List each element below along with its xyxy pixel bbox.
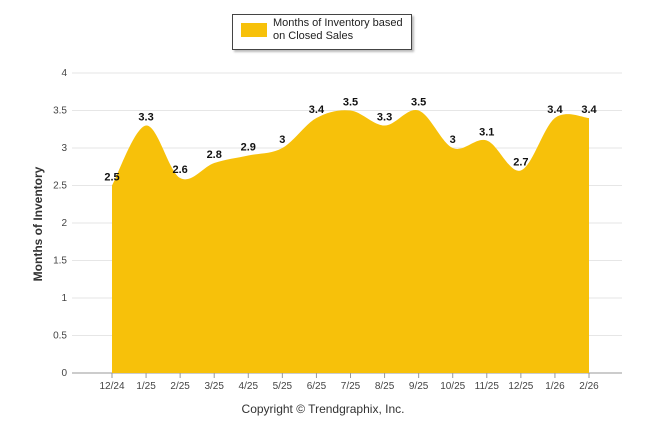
y-tick-label: 3	[61, 143, 67, 154]
legend-swatch	[241, 23, 267, 37]
data-labels: 2.5 3.3 2.6 2.8 2.9 3 3.4 3.5 3.3 3.5 3 3.1 2.7 3.4 3.…	[104, 97, 597, 184]
data-label: 3.4	[547, 104, 563, 116]
area-fill	[112, 110, 589, 374]
y-tick-label: 0	[61, 368, 67, 379]
x-tick-label: 11/25	[475, 381, 500, 392]
legend-label: Months of Inventory based on Closed Sale…	[273, 17, 403, 42]
x-tick-label: 1/26	[545, 381, 565, 392]
data-label: 3.4	[581, 104, 597, 116]
x-tick-label: 2/25	[170, 381, 190, 392]
x-tick-label: 12/25	[508, 381, 533, 392]
data-label: 3.5	[411, 97, 426, 109]
x-tick-label: 9/25	[409, 381, 429, 392]
data-label: 3	[450, 134, 456, 146]
x-tick-label: 3/25	[204, 381, 224, 392]
y-tick-label: 1.5	[53, 256, 67, 267]
y-tick-label: 2	[61, 218, 67, 229]
y-tick-label: 0.5	[53, 331, 67, 342]
data-label: 3	[279, 134, 285, 146]
y-axis-label: Months of Inventory	[31, 166, 45, 281]
data-label: 2.8	[207, 149, 222, 161]
data-label: 2.9	[241, 142, 256, 154]
y-tick-label: 2.5	[53, 181, 67, 192]
x-tick-label: 1/25	[136, 381, 156, 392]
x-tick-label: 5/25	[273, 381, 293, 392]
y-tick-label: 3.5	[53, 106, 67, 117]
data-label: 2.6	[172, 164, 187, 176]
y-tick-label: 4	[61, 68, 67, 79]
x-tick-label: 6/25	[307, 381, 327, 392]
x-axis-ticks: 12/24 1/25 2/25 3/25 4/25 5/25 6/25 7/25 8/25 9/2…	[99, 373, 599, 392]
area-series	[111, 110, 590, 374]
y-tick-label: 1	[61, 293, 67, 304]
data-label: 2.5	[104, 172, 119, 184]
data-label: 2.7	[513, 157, 528, 169]
x-tick-label: 7/25	[341, 381, 361, 392]
legend[interactable]: Months of Inventory based on Closed Sale…	[232, 14, 412, 50]
x-tick-label: 2/26	[579, 381, 599, 392]
y-axis-ticks: 0 0.5 1 1.5 2 2.5 3 3.5 4	[53, 68, 67, 379]
data-label: 3.5	[343, 97, 358, 109]
data-label: 3.1	[479, 127, 494, 139]
data-label: 3.3	[377, 112, 392, 124]
data-label: 3.3	[138, 112, 153, 124]
x-tick-label: 10/25	[440, 381, 465, 392]
x-tick-label: 12/24	[99, 381, 124, 392]
x-tick-label: 8/25	[375, 381, 395, 392]
x-tick-label: 4/25	[239, 381, 259, 392]
copyright-text: Copyright © Trendgraphix, Inc.	[241, 402, 405, 416]
data-label: 3.4	[309, 104, 325, 116]
